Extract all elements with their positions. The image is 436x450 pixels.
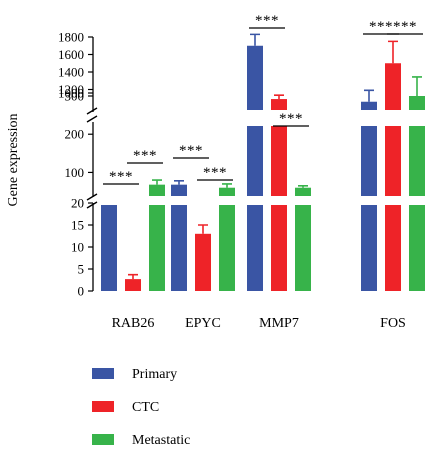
y-tick-label-20: 20	[71, 196, 84, 211]
legend-label-ctc: CTC	[132, 400, 159, 415]
axis-break-gaps	[85, 110, 435, 205]
significance-stars-8: ***	[393, 19, 417, 35]
category-label-epyc: EPYC	[185, 316, 221, 331]
axis-break-gap-1	[85, 196, 435, 205]
y-tick-label-5: 5	[78, 262, 85, 277]
bar-epyc-primary	[171, 184, 187, 291]
axis-break-gap-2	[85, 110, 435, 126]
axis-break-mark-upper	[86, 107, 98, 123]
bar-epyc-ctc	[195, 233, 211, 291]
y-tick-label-15: 15	[71, 218, 84, 233]
significance-stars-3: ***	[179, 143, 203, 159]
category-label-fos: FOS	[380, 316, 406, 331]
y-axis-title: Gene expression	[6, 114, 21, 207]
significance-stars-6: ***	[279, 111, 303, 127]
error-bar-mmp7-primary	[250, 33, 260, 46]
category-label-mmp7: MMP7	[259, 316, 299, 331]
significance-stars-7: ***	[369, 19, 393, 35]
y-tick-label-100: 100	[65, 165, 85, 180]
y-tick-label-200: 200	[65, 127, 85, 142]
y-tick-label-1200: 1200	[58, 82, 84, 97]
y-tick-label-1600: 1600	[58, 47, 84, 62]
significance-stars-2: ***	[133, 148, 157, 164]
error-bar-fos-metastatic	[412, 76, 422, 96]
error-bar-epyc-metastatic	[222, 183, 232, 188]
error-bar-fos-primary	[364, 89, 374, 102]
legend-label-primary: Primary	[132, 367, 177, 382]
error-bar-epyc-primary	[174, 180, 184, 185]
error-bar-fos-ctc	[388, 40, 398, 64]
bar-mmp7-ctc	[271, 99, 287, 291]
axis-break-mark-lower	[86, 193, 98, 209]
bar-rab26-metastatic	[149, 184, 165, 291]
significance-stars-4: ***	[203, 165, 227, 181]
legend-swatch-primary	[92, 368, 114, 379]
error-bar-rab26-ctc	[128, 273, 138, 280]
significance-stars-1: ***	[109, 169, 133, 185]
legend-swatch-ctc	[92, 401, 114, 412]
y-tick-label-300: 300	[65, 89, 85, 104]
bar-epyc-metastatic	[219, 187, 235, 291]
error-bar-mmp7-metastatic	[298, 185, 308, 188]
legend-label-metastatic: Metastatic	[132, 433, 190, 448]
category-label-rab26: RAB26	[112, 316, 155, 331]
significance-stars-5: ***	[255, 13, 279, 29]
legend-swatch-metastatic	[92, 434, 114, 445]
legend: Primary CTC Metastatic	[92, 367, 190, 448]
y-tick-label-1400: 1400	[58, 65, 84, 80]
error-bar-epyc-ctc	[198, 224, 208, 234]
bar-mmp7-metastatic	[295, 187, 311, 291]
error-bar-mmp7-ctc	[274, 94, 284, 100]
significance-annotations: ****** *************** ***	[103, 13, 423, 185]
bar-mmp7-primary	[247, 45, 263, 291]
error-bar-rab26-metastatic	[152, 179, 162, 185]
y-tick-label-0: 0	[78, 284, 85, 299]
bar-fos-ctc	[385, 63, 401, 291]
bar-fos-metastatic	[409, 96, 425, 291]
y-tick-label-1800: 1800	[58, 30, 84, 45]
bar-rab26-ctc	[125, 279, 141, 291]
y-tick-label-1000: 1000	[58, 86, 84, 101]
y-tick-label-10: 10	[71, 240, 84, 255]
x-axis-labels: RAB26 EPYC MMP7 FOS	[112, 316, 406, 331]
bar-rab26-primary	[101, 201, 117, 291]
